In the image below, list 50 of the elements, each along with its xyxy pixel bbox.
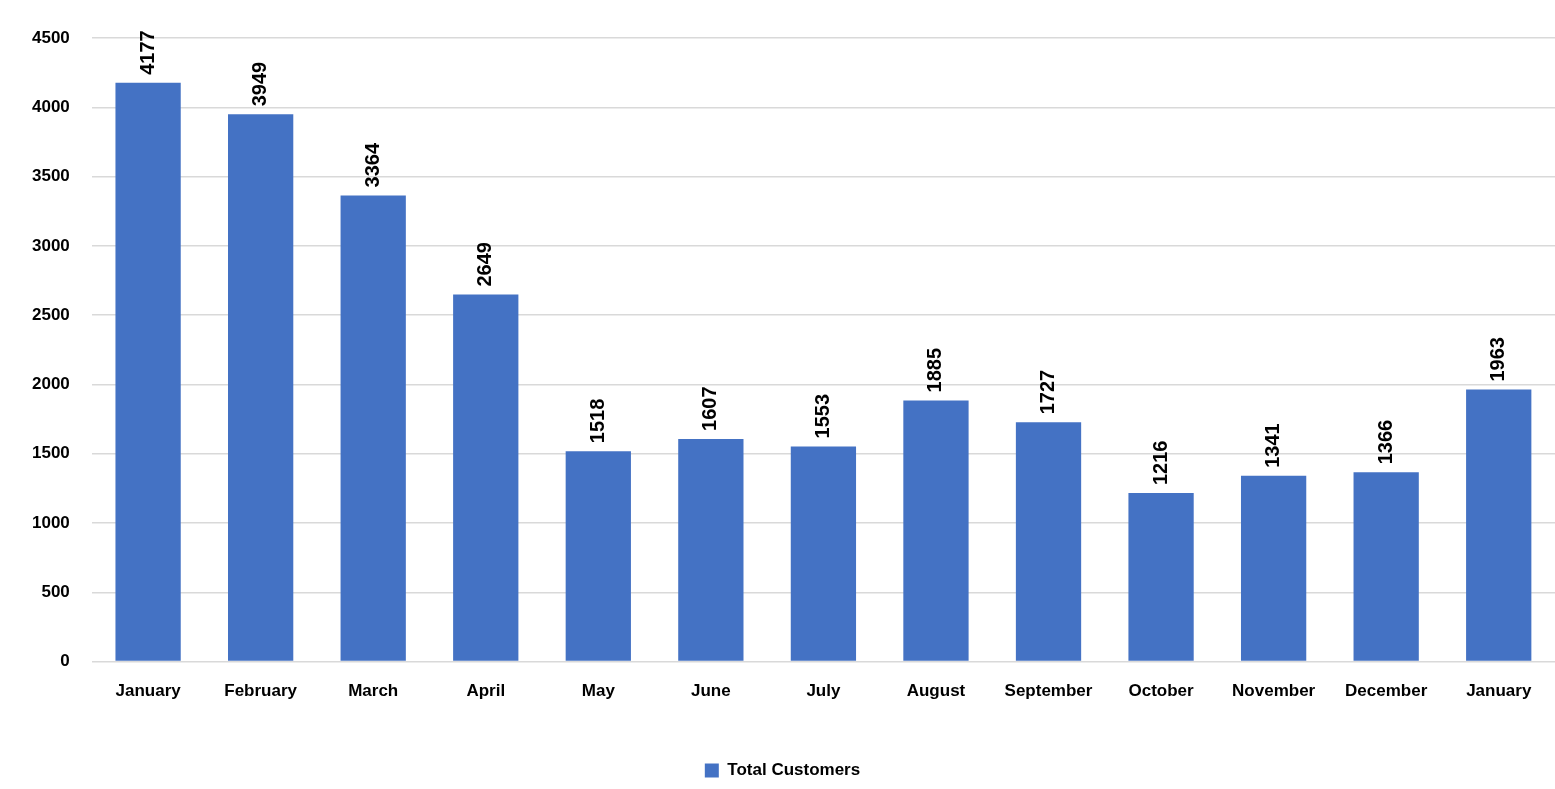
data-label: 1341 — [1261, 423, 1284, 468]
x-tick-label: January — [115, 681, 182, 701]
bar — [115, 82, 181, 661]
x-tick-label: May — [581, 681, 616, 701]
x-tick-label: July — [806, 681, 841, 701]
data-label: 1607 — [698, 386, 721, 431]
y-tick-label: 3500 — [31, 166, 70, 186]
data-label: 1553 — [810, 393, 833, 439]
y-tick-label: 1500 — [31, 443, 70, 463]
data-label: 1885 — [923, 347, 946, 393]
y-tick-label: 4000 — [31, 96, 70, 116]
y-tick-label: 2000 — [31, 374, 70, 394]
x-tick-label: February — [224, 681, 298, 701]
x-tick-label: October — [1128, 681, 1195, 701]
y-tick-label: 0 — [60, 651, 70, 671]
bar — [1015, 422, 1082, 661]
y-tick-label: 2500 — [31, 304, 70, 324]
x-tick-label: March — [348, 681, 399, 701]
y-tick-label: 4500 — [31, 27, 70, 47]
x-tick-label: January — [1466, 681, 1532, 701]
bar — [453, 294, 519, 661]
x-tick-label: April — [466, 681, 506, 701]
bar — [790, 446, 857, 661]
data-label: 4177 — [135, 30, 158, 75]
bar — [565, 451, 631, 661]
bar — [1466, 389, 1532, 661]
data-label: 1727 — [1036, 369, 1059, 415]
y-tick-label: 3000 — [31, 235, 70, 255]
legend-label: Total Customers — [727, 760, 861, 780]
bar — [228, 114, 294, 661]
data-label: 3364 — [360, 142, 383, 188]
data-label: 3949 — [248, 61, 271, 107]
data-label: 1518 — [585, 398, 608, 444]
data-label: 1216 — [1148, 440, 1171, 486]
bar — [340, 195, 406, 661]
y-tick-label: 1000 — [31, 512, 70, 532]
x-tick-label: June — [691, 681, 731, 701]
x-tick-label: November — [1232, 681, 1316, 701]
y-tick-label: 500 — [41, 582, 70, 601]
bar — [1240, 475, 1307, 661]
data-label: 1963 — [1486, 337, 1509, 382]
data-label: 1366 — [1373, 419, 1396, 465]
bar — [1128, 493, 1194, 661]
data-label: 2649 — [473, 242, 496, 287]
x-tick-label: August — [906, 681, 966, 701]
bar — [1353, 472, 1419, 661]
bar — [678, 438, 744, 661]
x-tick-label: December — [1345, 681, 1428, 701]
x-tick-label: September — [1004, 681, 1093, 701]
bar — [903, 400, 969, 661]
